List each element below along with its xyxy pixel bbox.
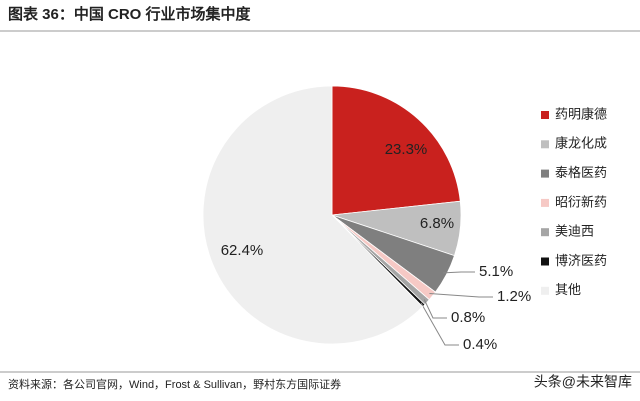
legend-swatch <box>541 257 549 266</box>
legend-label: 美迪西 <box>555 224 594 239</box>
data-label: 23.3% <box>385 141 428 158</box>
data-label: 1.2% <box>497 288 531 305</box>
data-label: 0.8% <box>451 309 485 326</box>
pie-slice <box>331 85 461 216</box>
pie-slice <box>202 85 424 345</box>
data-label: 62.4% <box>221 242 264 259</box>
watermark: 头条@未来智库 <box>534 374 632 390</box>
legend-swatch <box>541 111 549 119</box>
legend-label: 昭衍新药 <box>555 194 607 209</box>
legend-label: 其他 <box>555 282 581 297</box>
data-label: 6.8% <box>420 215 454 232</box>
source: 资料来源：各公司官网，Wind，Frost & Sullivan，野村东方国际证… <box>8 377 341 391</box>
legend-swatch <box>541 228 549 237</box>
legend-swatch <box>541 140 549 149</box>
legend-label: 博济医药 <box>555 253 607 268</box>
legend-swatch <box>541 169 549 178</box>
leader-line <box>429 293 493 298</box>
leader-line <box>423 299 447 319</box>
legend-label: 康龙化成 <box>555 136 607 151</box>
data-label: 0.4% <box>463 336 497 353</box>
leader-line <box>420 302 459 346</box>
legend-swatch <box>541 198 549 207</box>
leader-line <box>442 271 475 274</box>
data-label: 5.1% <box>479 263 513 280</box>
chart-title: 图表 36：中国 CRO 行业市场集中度 <box>8 5 252 23</box>
legend-label: 药明康德 <box>555 106 607 121</box>
legend-label: 泰格医药 <box>555 165 607 180</box>
legend-swatch <box>541 286 549 295</box>
